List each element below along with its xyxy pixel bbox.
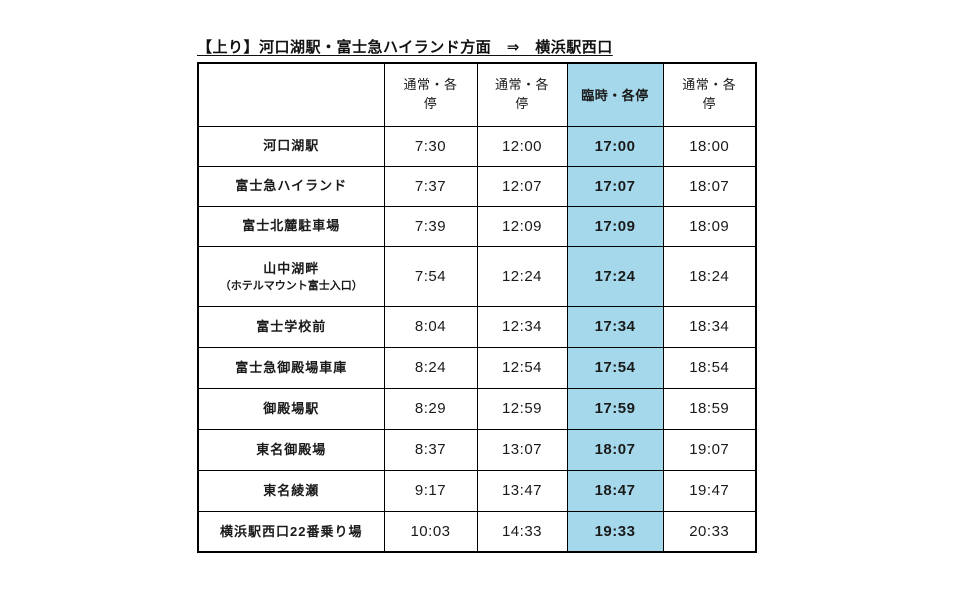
time-cell: 12:24 xyxy=(476,245,568,307)
time-cell: 18:09 xyxy=(662,205,757,247)
table-row: 東名御殿場 8:37 13:07 18:07 19:07 xyxy=(197,428,757,471)
time-cell: 7:37 xyxy=(383,165,478,207)
station-cell: 横浜駅西口22番乗り場 xyxy=(197,510,385,553)
time-cell: 12:59 xyxy=(476,387,568,430)
time-cell: 14:33 xyxy=(476,510,568,553)
bus-timetable: 通常・各停 通常・各停 臨時・各停 通常・各停 河口湖駅 7:30 12:00 … xyxy=(197,62,757,553)
corner-cell xyxy=(197,62,385,127)
station-cell: 富士学校前 xyxy=(197,305,385,348)
time-cell: 20:33 xyxy=(662,510,757,553)
time-cell: 8:04 xyxy=(383,305,478,348)
time-cell: 9:17 xyxy=(383,469,478,512)
time-cell: 12:07 xyxy=(476,165,568,207)
special-time-cell: 17:34 xyxy=(566,305,664,348)
time-cell: 18:07 xyxy=(662,165,757,207)
table-row: 御殿場駅 8:29 12:59 17:59 18:59 xyxy=(197,387,757,430)
table-row: 横浜駅西口22番乗り場 10:03 14:33 19:33 20:33 xyxy=(197,510,757,553)
station-cell: 富士急御殿場車庫 xyxy=(197,346,385,389)
special-time-cell: 17:54 xyxy=(566,346,664,389)
time-cell: 12:34 xyxy=(476,305,568,348)
table-row: 富士学校前 8:04 12:34 17:34 18:34 xyxy=(197,305,757,348)
time-cell: 13:47 xyxy=(476,469,568,512)
time-cell: 12:00 xyxy=(476,125,568,167)
table-row: 富士北麓駐車場 7:39 12:09 17:09 18:09 xyxy=(197,205,757,247)
special-time-cell: 17:09 xyxy=(566,205,664,247)
time-cell: 10:03 xyxy=(383,510,478,553)
time-cell: 18:59 xyxy=(662,387,757,430)
station-note: （ホテルマウント富士入口） xyxy=(219,279,363,292)
special-time-cell: 18:07 xyxy=(566,428,664,471)
special-time-cell: 18:47 xyxy=(566,469,664,512)
time-cell: 7:30 xyxy=(383,125,478,167)
page-title: 【上り】河口湖駅・富士急ハイランド方面 ⇒ 横浜駅西口 xyxy=(197,39,613,56)
table-row: 山中湖畔 （ホテルマウント富士入口） 7:54 12:24 17:24 18:2… xyxy=(197,245,757,307)
time-cell: 7:54 xyxy=(383,245,478,307)
station-cell: 富士急ハイランド xyxy=(197,165,385,207)
column-header-normal-3: 通常・各停 xyxy=(662,62,757,127)
column-header-normal-2: 通常・各停 xyxy=(476,62,568,127)
table-row: 東名綾瀬 9:17 13:47 18:47 19:47 xyxy=(197,469,757,512)
time-cell: 19:47 xyxy=(662,469,757,512)
station-cell: 御殿場駅 xyxy=(197,387,385,430)
column-header-label: 通常・各停 xyxy=(494,76,549,111)
special-time-cell: 17:24 xyxy=(566,245,664,307)
station-name: 山中湖畔 xyxy=(263,261,320,277)
column-header-normal-1: 通常・各停 xyxy=(383,62,478,127)
station-cell: 河口湖駅 xyxy=(197,125,385,167)
table-row: 河口湖駅 7:30 12:00 17:00 18:00 xyxy=(197,125,757,167)
station-cell: 山中湖畔 （ホテルマウント富士入口） xyxy=(197,245,385,307)
time-cell: 8:24 xyxy=(383,346,478,389)
time-cell: 18:24 xyxy=(662,245,757,307)
time-cell: 8:37 xyxy=(383,428,478,471)
column-header-label: 通常・各停 xyxy=(682,76,737,111)
time-cell: 18:54 xyxy=(662,346,757,389)
time-cell: 13:07 xyxy=(476,428,568,471)
time-cell: 12:09 xyxy=(476,205,568,247)
table-row: 富士急ハイランド 7:37 12:07 17:07 18:07 xyxy=(197,165,757,207)
time-cell: 18:00 xyxy=(662,125,757,167)
column-header-label: 通常・各停 xyxy=(403,76,458,111)
time-cell: 19:07 xyxy=(662,428,757,471)
special-time-cell: 17:59 xyxy=(566,387,664,430)
time-cell: 8:29 xyxy=(383,387,478,430)
table-row: 富士急御殿場車庫 8:24 12:54 17:54 18:54 xyxy=(197,346,757,389)
station-cell: 東名綾瀬 xyxy=(197,469,385,512)
special-time-cell: 19:33 xyxy=(566,510,664,553)
column-header-special: 臨時・各停 xyxy=(566,62,664,127)
special-time-cell: 17:07 xyxy=(566,165,664,207)
time-cell: 7:39 xyxy=(383,205,478,247)
station-cell: 東名御殿場 xyxy=(197,428,385,471)
special-time-cell: 17:00 xyxy=(566,125,664,167)
time-cell: 12:54 xyxy=(476,346,568,389)
header-row: 通常・各停 通常・各停 臨時・各停 通常・各停 xyxy=(197,62,757,127)
time-cell: 18:34 xyxy=(662,305,757,348)
station-cell: 富士北麓駐車場 xyxy=(197,205,385,247)
